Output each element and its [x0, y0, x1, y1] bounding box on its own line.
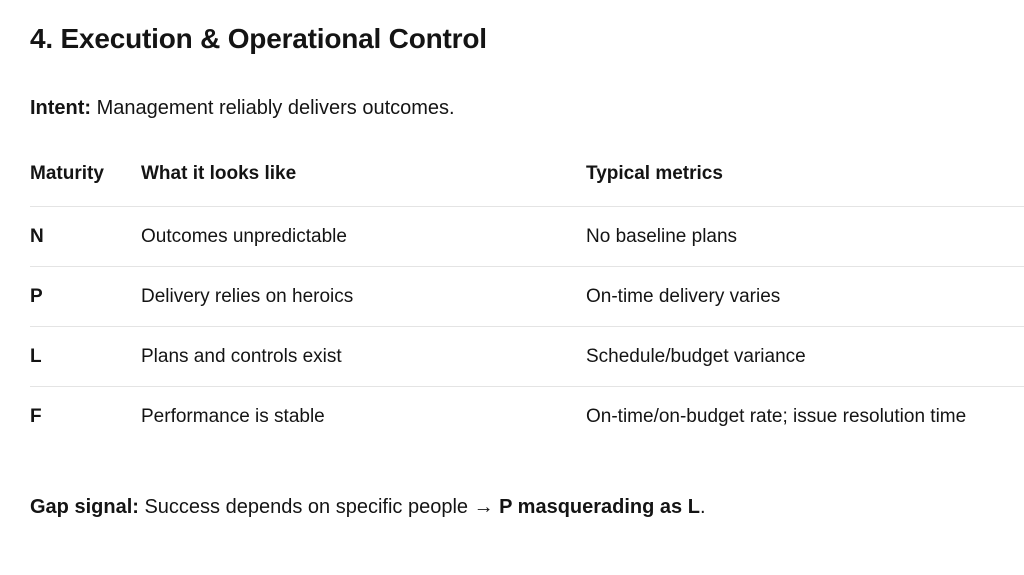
gap-signal-line: Gap signal: Success depends on specific … — [30, 494, 1024, 520]
gap-signal-text: Success depends on specific people → — [138, 496, 500, 518]
gap-signal-label: Gap signal: — [30, 496, 139, 518]
page-title: 4. Execution & Operational Control — [30, 23, 487, 54]
metrics-cell: Schedule/budget variance — [586, 326, 1024, 387]
metrics-cell: On-time delivery varies — [586, 266, 1024, 327]
looks-like-cell: Delivery relies on heroics — [141, 266, 586, 327]
maturity-cell: F — [30, 406, 42, 427]
looks-like-cell: Performance is stable — [141, 406, 325, 427]
maturity-cell: N — [30, 206, 141, 267]
maturity-cell: P — [30, 266, 141, 327]
table-row: L Plans and controls exist Schedule/budg… — [30, 326, 1024, 387]
looks-like-cell: Plans and controls exist — [141, 326, 586, 387]
intent-text: Management reliably delivers outcomes. — [91, 97, 455, 119]
table-row: P Delivery relies on heroics On-time del… — [30, 266, 1024, 327]
intent-label: Intent: — [30, 97, 92, 119]
intent-line: Intent: Management reliably delivers out… — [30, 95, 1024, 121]
table-row: N Outcomes unpredictable No baseline pla… — [30, 206, 1024, 267]
column-header-maturity: Maturity — [30, 155, 141, 207]
column-header-typical-metrics: Typical metrics — [586, 155, 1024, 207]
gap-signal-emphasis: P masquerading as L — [499, 496, 700, 518]
column-header-looks-like: What it looks like — [141, 155, 586, 207]
maturity-cell: L — [30, 326, 141, 387]
metrics-cell: No baseline plans — [586, 206, 1024, 267]
metrics-cell: On-time/on-budget rate; issue resolution… — [586, 406, 967, 427]
document-body: 4. Execution & Operational Control Inten… — [30, 23, 1024, 520]
table-row: F Performance is stable On-time/on-budge… — [30, 387, 1024, 447]
gap-signal-suffix: . — [699, 496, 706, 518]
looks-like-cell: Outcomes unpredictable — [141, 206, 586, 267]
table-header-row: Maturity What it looks like Typical metr… — [30, 155, 1024, 207]
maturity-table: Maturity What it looks like Typical metr… — [30, 155, 1024, 446]
